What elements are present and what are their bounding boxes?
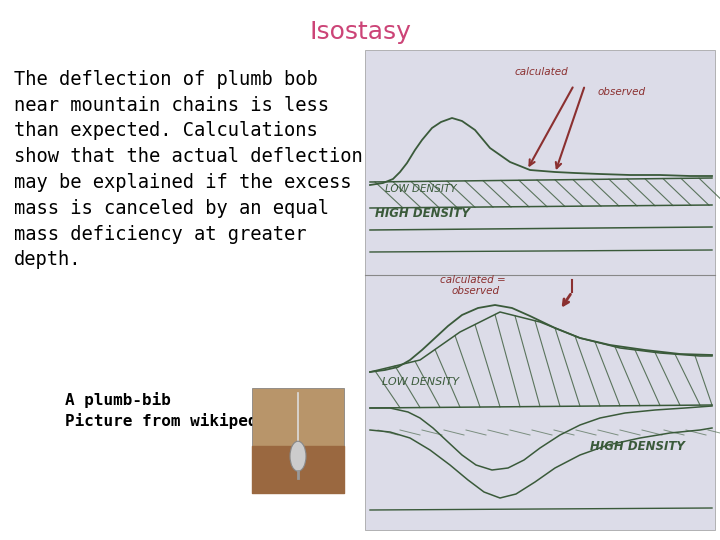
Ellipse shape	[290, 441, 306, 471]
Text: Isostasy: Isostasy	[309, 20, 411, 44]
Text: HIGH DENSITY: HIGH DENSITY	[590, 440, 685, 453]
Text: HIGH DENSITY: HIGH DENSITY	[375, 207, 470, 220]
Text: calculated =: calculated =	[440, 275, 505, 285]
Text: The deflection of plumb bob
near mountain chains is less
than expected. Calculat: The deflection of plumb bob near mountai…	[14, 70, 363, 269]
Bar	[365, 50, 715, 530]
Text: LOW DENSITY: LOW DENSITY	[385, 184, 456, 194]
Text: observed: observed	[452, 286, 500, 296]
Text: A plumb-bib
Picture from wikipedia: A plumb-bib Picture from wikipedia	[65, 392, 276, 429]
Bar	[252, 388, 344, 493]
Text: calculated: calculated	[515, 67, 569, 77]
Text: observed: observed	[598, 87, 646, 97]
Text: LOW DENSITY: LOW DENSITY	[382, 377, 459, 387]
